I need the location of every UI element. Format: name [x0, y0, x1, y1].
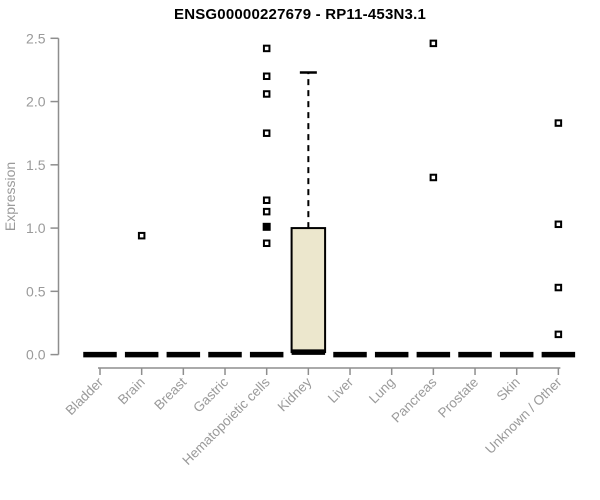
y-tick-label: 0.0 [26, 347, 46, 363]
boxplot-pancreas [416, 39, 451, 358]
outlier-point [137, 231, 146, 240]
boxplot-hematopoietic-cells [249, 44, 284, 358]
boxplot-unknown-other [541, 119, 576, 358]
box-rect [290, 227, 327, 354]
x-tick-label: Bladder [63, 374, 107, 418]
x-tick-label: Liver [325, 374, 357, 406]
x-tick-label: Pancreas [389, 374, 440, 425]
outlier-point [429, 39, 438, 48]
y-axis-title: Expression [2, 162, 18, 231]
outlier-point [262, 72, 271, 81]
x-tick-label: Kidney [275, 374, 315, 414]
outlier-point [262, 44, 271, 53]
y-tick-label: 2.5 [26, 30, 46, 46]
outlier-point [262, 129, 271, 137]
boxplot-brain [124, 231, 159, 358]
y-axis: 0.0 0.5 1.0 1.5 2.0 2.5 Expression [2, 30, 60, 363]
outlier-point [554, 330, 563, 339]
x-tick-label: Skin [494, 375, 523, 404]
x-tick-label: Prostate [435, 375, 481, 421]
outlier-point [554, 220, 563, 229]
x-tick-label: Brain [115, 375, 148, 408]
outlier-point [262, 196, 271, 204]
chart-title: ENSG00000227679 - RP11-453N3.1 [173, 6, 426, 23]
boxplot-kidney [290, 71, 327, 355]
x-tick-label: Unknown / Other [482, 374, 565, 457]
outlier-point-filled [262, 222, 271, 231]
y-tick-label: 0.5 [26, 283, 46, 299]
x-tick-label: Gastric [190, 374, 231, 415]
outlier-point [262, 239, 271, 248]
outlier-point [262, 207, 271, 216]
outlier-point [554, 119, 563, 127]
y-tick-label: 1.0 [26, 220, 46, 236]
outlier-point [429, 173, 438, 182]
x-tick-label: Breast [151, 374, 189, 412]
x-tick-label: Lung [366, 375, 398, 407]
y-tick-label: 2.0 [26, 94, 46, 110]
outlier-point [554, 283, 563, 292]
y-tick-label: 1.5 [26, 157, 46, 173]
outlier-point [262, 90, 271, 98]
